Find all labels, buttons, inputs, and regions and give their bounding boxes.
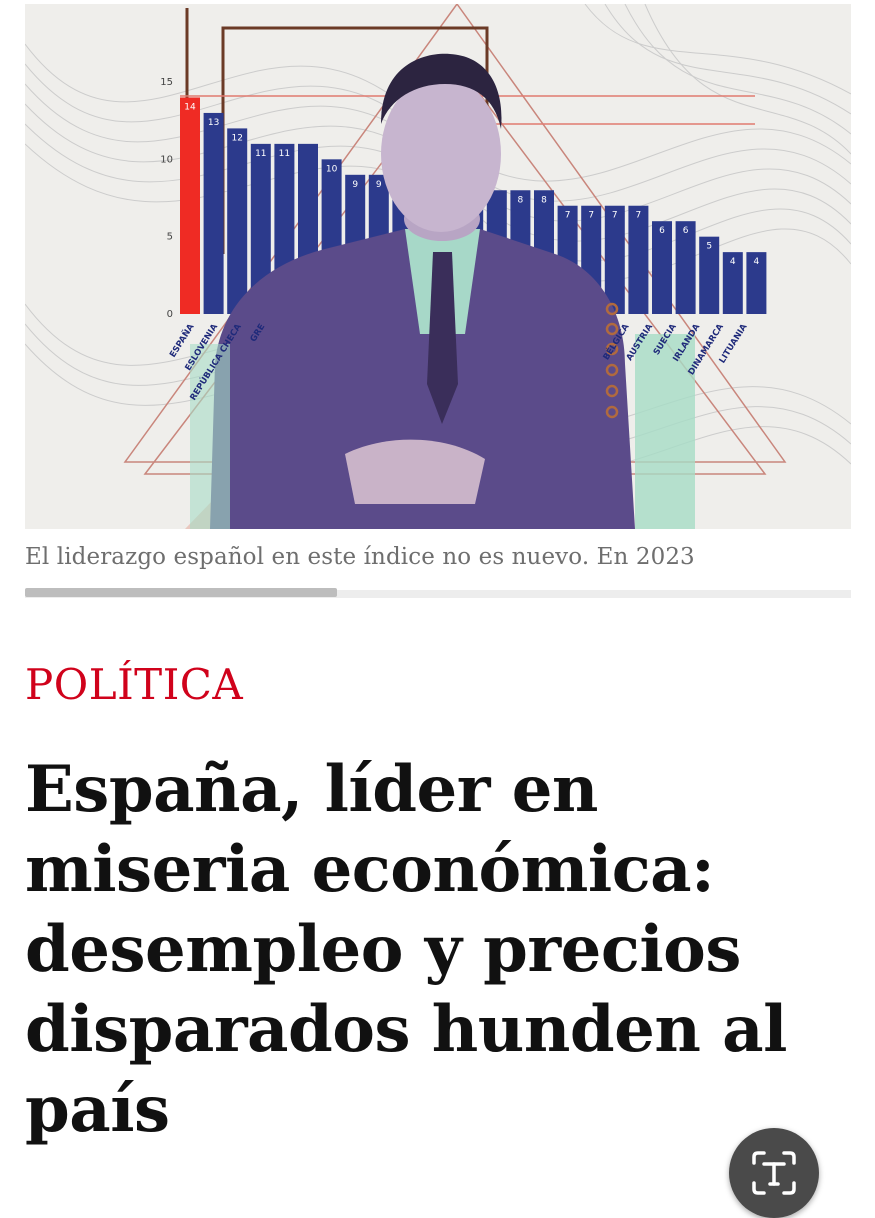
caption-scroll-thumb[interactable] bbox=[25, 588, 337, 597]
bar-value-label: 10 bbox=[326, 164, 338, 174]
bar-value-label: 5 bbox=[706, 242, 712, 252]
article-hero-image[interactable]: 0 5 10 15 14 13 12 11 11 10 9 9 8 8 7 7 7 7 6 6 5 4 4 ESPAÑA E… bbox=[25, 4, 851, 529]
bar-value-label: 9 bbox=[376, 180, 382, 190]
bar-value-label: 7 bbox=[565, 211, 571, 221]
section-label[interactable]: POLÍTICA bbox=[25, 660, 244, 709]
person-figure bbox=[190, 53, 695, 529]
hands bbox=[345, 439, 485, 504]
tie bbox=[427, 252, 458, 424]
seat-right bbox=[635, 334, 695, 529]
circle-markers bbox=[605, 302, 619, 419]
text-recognition-button[interactable] bbox=[729, 1128, 819, 1218]
article-headline: España, líder en miseria económica: dese… bbox=[25, 752, 787, 1147]
bar-value-label: 12 bbox=[231, 133, 242, 143]
bar-value-label: 6 bbox=[659, 226, 665, 236]
chart-bar bbox=[722, 252, 743, 314]
y-tick-label: 5 bbox=[167, 232, 173, 243]
y-tick-label: 0 bbox=[167, 309, 173, 320]
chart-bar bbox=[699, 236, 720, 314]
chart-bar bbox=[250, 143, 271, 314]
y-tick-label: 10 bbox=[160, 154, 173, 165]
seat-left bbox=[190, 344, 230, 529]
chart-bar bbox=[203, 112, 224, 314]
bar-value-label: 11 bbox=[279, 149, 290, 159]
hair bbox=[381, 53, 502, 129]
chart-bar bbox=[227, 128, 248, 314]
bar-value-label: 7 bbox=[612, 211, 618, 221]
chart-bar bbox=[652, 221, 672, 314]
bar-value-label: 9 bbox=[352, 180, 358, 190]
face bbox=[381, 76, 501, 232]
bar-value-label: 6 bbox=[683, 226, 689, 236]
bar-value-label: 7 bbox=[636, 211, 642, 221]
text-recognition-icon bbox=[752, 1151, 796, 1195]
chart-bar bbox=[604, 205, 625, 314]
y-tick-label: 15 bbox=[160, 77, 173, 88]
bar-value-label: 14 bbox=[184, 102, 196, 112]
suit-body bbox=[210, 229, 635, 529]
chart-bar bbox=[746, 252, 767, 314]
bar-value-label: 8 bbox=[518, 195, 524, 205]
bar-value-label: 4 bbox=[730, 257, 736, 267]
bar-value-label: 13 bbox=[208, 118, 219, 128]
chart-bar bbox=[675, 221, 696, 314]
caption-scroll-track[interactable] bbox=[25, 590, 851, 598]
bar-value-label: 4 bbox=[754, 257, 760, 267]
bar-value-label: 11 bbox=[255, 149, 266, 159]
image-caption: El liderazgo español en este índice no e… bbox=[25, 544, 695, 570]
chart-bar bbox=[180, 97, 200, 314]
bar-value-label: 8 bbox=[541, 195, 547, 205]
y-axis-ticks: 0 5 10 15 bbox=[160, 77, 173, 320]
bar-value-label: 7 bbox=[588, 211, 594, 221]
chart-bar bbox=[628, 205, 649, 314]
